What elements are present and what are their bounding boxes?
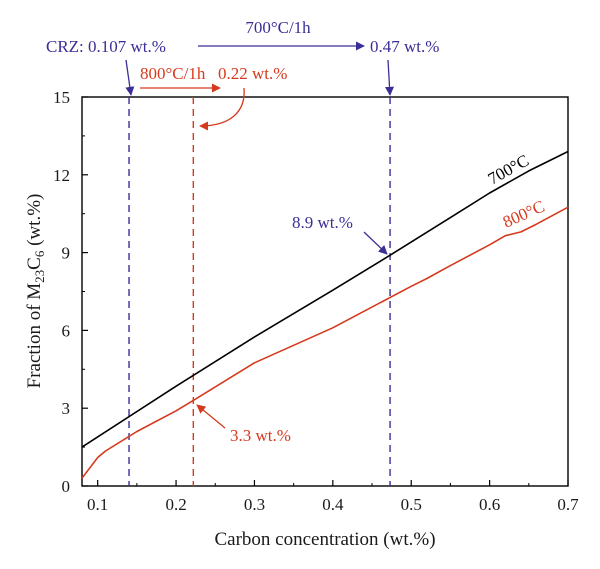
series-line-800 xyxy=(81,206,569,479)
x-tick-label-4: 0.5 xyxy=(401,495,422,514)
reference-lines xyxy=(128,97,391,486)
x-tick-label-3: 0.4 xyxy=(322,495,344,514)
x-tick-label-1: 0.2 xyxy=(165,495,186,514)
x-axis-ticks: 0.1 0.2 0.3 0.4 0.5 0.6 0.7 xyxy=(87,480,579,514)
y-axis-title-main: Fraction of M xyxy=(24,283,45,389)
red-point-annotation: 3.3 wt.% xyxy=(230,426,291,445)
crz-annotation: CRZ: 0.107 wt.% xyxy=(46,37,166,56)
y-tick-label-1: 3 xyxy=(62,399,71,418)
blue-result-arrow xyxy=(384,59,395,96)
x-tick-label-0: 0.1 xyxy=(87,495,108,514)
x-tick-label-6: 0.7 xyxy=(557,495,579,514)
red-heat-annotation: 800°C/1h xyxy=(140,64,206,83)
blue-result-annotation: 0.47 wt.% xyxy=(370,37,439,56)
y-axis-ticks: 0 3 6 9 12 15 xyxy=(53,88,88,496)
blue-point-annotation: 8.9 wt.% xyxy=(292,213,353,232)
series-label-800: 800°C xyxy=(500,197,548,232)
y-axis-title-mid: C xyxy=(24,257,45,270)
plot-frame xyxy=(81,96,569,487)
x-axis-title: Carbon concentration (wt.%) xyxy=(214,529,435,550)
x-tick-label-5: 0.6 xyxy=(479,495,500,514)
series-group xyxy=(81,150,569,479)
y-axis-title: Fraction of M23C6 (wt.%) xyxy=(24,194,47,389)
y-axis-title-sub1: 23 xyxy=(32,270,47,283)
y-axis-title-sub2: 6 xyxy=(32,250,47,257)
y-tick-label-2: 6 xyxy=(62,321,71,340)
red-result-annotation: 0.22 wt.% xyxy=(218,64,287,83)
y-tick-label-5: 15 xyxy=(53,88,70,107)
y-axis-title-end: (wt.%) xyxy=(24,194,45,251)
y-tick-label-3: 9 xyxy=(62,244,71,263)
y-tick-label-4: 12 xyxy=(53,166,70,185)
series-line-700 xyxy=(81,150,569,448)
red-point-arrow xyxy=(196,404,226,429)
red-result-arrow xyxy=(199,87,245,131)
x-tick-label-2: 0.3 xyxy=(244,495,265,514)
crz-arrow xyxy=(125,59,135,96)
blue-heat-annotation: 700°C/1h xyxy=(245,18,311,37)
blue-point-arrow xyxy=(363,231,388,255)
y-tick-label-0: 0 xyxy=(62,477,71,496)
